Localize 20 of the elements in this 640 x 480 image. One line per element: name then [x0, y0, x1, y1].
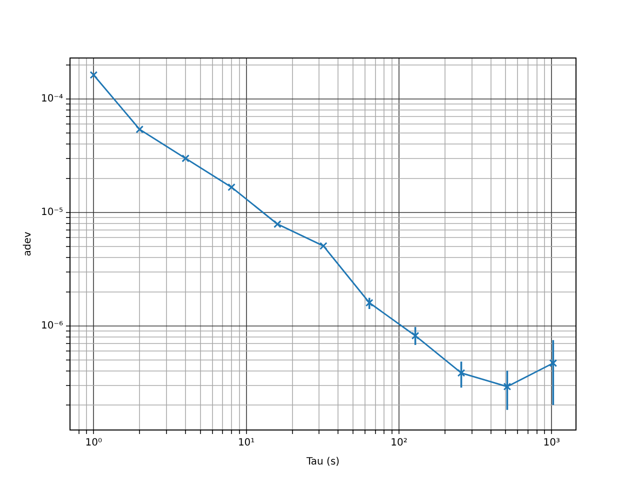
point	[365, 298, 374, 307]
y-tick-label: 10⁻⁶	[40, 320, 64, 332]
point	[274, 220, 282, 228]
x-tick-label: 10³	[543, 438, 560, 449]
point	[182, 154, 190, 162]
point	[549, 359, 558, 368]
point	[90, 71, 98, 79]
point	[411, 332, 420, 340]
y-axis-title: adev	[22, 232, 34, 256]
y-tick-label: 10⁻⁴	[40, 94, 64, 105]
point	[503, 382, 512, 391]
point	[457, 369, 466, 377]
y-tick-label: 10⁻⁵	[40, 207, 64, 218]
x-axis-title: Tau (s)	[305, 456, 340, 468]
point	[136, 125, 144, 134]
point	[228, 183, 236, 192]
point	[319, 242, 328, 250]
x-tick-label: 10¹	[238, 438, 255, 449]
x-tick-label: 10²	[390, 438, 408, 449]
x-tick-label: 10⁰	[85, 438, 102, 449]
